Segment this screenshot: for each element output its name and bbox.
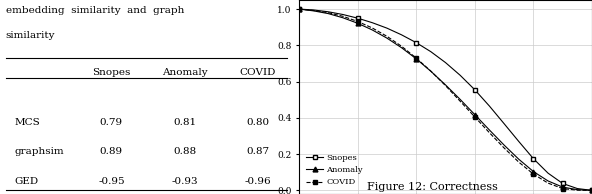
Anomaly — [427, 70, 435, 72]
Text: 0.81: 0.81 — [173, 118, 196, 127]
Anomaly — [398, 47, 405, 49]
Anomaly — [574, 189, 581, 191]
COVID — [471, 116, 478, 118]
Text: 0.87: 0.87 — [246, 147, 269, 156]
Snopes — [456, 74, 464, 76]
Text: -0.96: -0.96 — [244, 177, 271, 185]
COVID — [383, 35, 390, 37]
Anomaly — [442, 84, 449, 86]
Snopes — [413, 42, 420, 44]
Anomaly — [530, 170, 537, 173]
Line: COVID: COVID — [297, 7, 592, 192]
COVID — [354, 20, 361, 23]
Anomaly — [354, 22, 361, 24]
Anomaly — [310, 10, 317, 12]
COVID — [398, 45, 405, 47]
COVID — [413, 57, 420, 59]
Anomaly — [545, 180, 552, 182]
COVID — [339, 15, 346, 17]
Anomaly — [486, 129, 493, 131]
Snopes — [588, 189, 592, 191]
Snopes — [486, 105, 493, 107]
Text: graphsim: graphsim — [15, 147, 65, 156]
Anomaly — [456, 98, 464, 100]
Anomaly — [500, 144, 507, 146]
Text: 0.79: 0.79 — [100, 118, 123, 127]
COVID — [530, 173, 537, 175]
Anomaly — [515, 158, 522, 160]
COVID — [515, 161, 522, 163]
COVID — [324, 11, 332, 14]
Snopes — [530, 158, 537, 160]
Text: 0.88: 0.88 — [173, 147, 196, 156]
COVID — [545, 182, 552, 184]
COVID — [310, 9, 317, 12]
Anomaly — [588, 189, 592, 191]
Snopes — [324, 11, 332, 13]
COVID — [559, 187, 566, 190]
Snopes — [545, 172, 552, 174]
Snopes — [427, 50, 435, 53]
Text: MCS: MCS — [15, 118, 40, 127]
Legend: Snopes, Anomaly, COVID: Snopes, Anomaly, COVID — [303, 151, 366, 190]
Snopes — [559, 182, 566, 185]
COVID — [588, 189, 592, 191]
Line: Snopes: Snopes — [297, 7, 592, 192]
Text: embedding  similarity  and  graph: embedding similarity and graph — [6, 6, 184, 15]
Snopes — [339, 13, 346, 16]
Snopes — [471, 89, 478, 91]
COVID — [574, 189, 581, 191]
Anomaly — [339, 17, 346, 19]
Snopes — [369, 22, 376, 24]
Snopes — [500, 122, 507, 125]
Line: Anomaly: Anomaly — [297, 7, 592, 193]
Anomaly — [369, 29, 376, 31]
Text: Anomaly: Anomaly — [162, 68, 207, 77]
Snopes — [442, 61, 449, 64]
COVID — [456, 100, 464, 102]
COVID — [486, 132, 493, 134]
Text: Snopes: Snopes — [92, 68, 131, 77]
Text: 0.80: 0.80 — [246, 118, 269, 127]
Text: COVID: COVID — [240, 68, 276, 77]
Text: -0.95: -0.95 — [98, 177, 125, 185]
Text: similarity: similarity — [6, 31, 56, 40]
Text: Figure 12: Correctness: Figure 12: Correctness — [366, 182, 498, 192]
Anomaly — [383, 37, 390, 39]
Text: -0.93: -0.93 — [171, 177, 198, 185]
Anomaly — [471, 113, 478, 116]
COVID — [500, 147, 507, 149]
Snopes — [310, 9, 317, 11]
Snopes — [295, 8, 303, 10]
Snopes — [354, 17, 361, 19]
Snopes — [574, 187, 581, 190]
Text: GED: GED — [15, 177, 39, 185]
COVID — [369, 27, 376, 29]
Text: 0.89: 0.89 — [100, 147, 123, 156]
Snopes — [515, 140, 522, 143]
COVID — [442, 84, 449, 87]
Anomaly — [413, 58, 420, 60]
Anomaly — [324, 12, 332, 15]
Anomaly — [295, 8, 303, 10]
Anomaly — [559, 186, 566, 188]
Snopes — [398, 34, 405, 36]
COVID — [427, 70, 435, 72]
COVID — [295, 8, 303, 10]
Snopes — [383, 27, 390, 29]
